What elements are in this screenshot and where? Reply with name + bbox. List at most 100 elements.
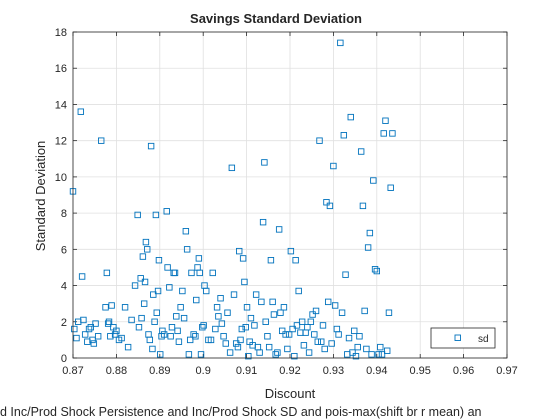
data-point xyxy=(377,343,384,351)
data-point xyxy=(371,266,379,273)
data-point xyxy=(77,108,85,115)
data-point xyxy=(159,327,166,335)
data-point xyxy=(192,333,199,340)
plot-frame xyxy=(72,31,508,359)
data-point xyxy=(144,246,151,253)
data-point xyxy=(361,307,368,315)
data-point xyxy=(252,291,260,298)
data-point xyxy=(220,333,227,340)
data-point xyxy=(200,322,207,329)
data-point xyxy=(215,313,222,320)
data-point xyxy=(182,228,190,235)
data-point xyxy=(85,325,93,333)
data-point xyxy=(151,318,158,325)
data-point xyxy=(179,287,186,295)
data-points xyxy=(69,39,396,360)
data-point xyxy=(137,275,144,282)
data-point xyxy=(226,349,234,356)
data-point xyxy=(134,211,141,219)
data-point xyxy=(111,331,119,338)
data-point xyxy=(258,298,265,306)
data-point xyxy=(104,320,112,327)
data-point xyxy=(359,202,367,210)
data-point xyxy=(168,324,176,331)
data-point xyxy=(152,211,160,219)
legend: sd xyxy=(430,327,496,349)
data-point xyxy=(153,309,160,316)
data-point xyxy=(264,333,271,340)
data-point xyxy=(71,325,78,333)
data-point xyxy=(173,313,180,320)
data-point xyxy=(174,327,181,335)
data-point xyxy=(236,247,243,255)
data-point xyxy=(195,255,203,262)
data-point xyxy=(357,148,365,155)
data-point xyxy=(147,142,155,150)
data-point xyxy=(149,345,156,353)
data-point xyxy=(155,257,163,264)
data-point xyxy=(293,322,301,329)
x-axis-ticks: 0.87 0.88 0.89 0.9 0.91 0.92 0.93 0.94 0.95 0.96 0… xyxy=(62,32,518,377)
data-point xyxy=(269,298,276,306)
data-point xyxy=(370,177,377,184)
data-point xyxy=(316,137,323,144)
data-point xyxy=(180,314,188,322)
data-point xyxy=(261,159,268,166)
data-point xyxy=(368,351,375,358)
data-point xyxy=(289,325,296,333)
data-point xyxy=(282,331,289,338)
data-point xyxy=(238,325,246,333)
data-point xyxy=(305,349,313,356)
data-point xyxy=(103,269,111,277)
data-point xyxy=(113,327,120,335)
data-point xyxy=(351,327,358,335)
data-point xyxy=(284,345,291,353)
data-point xyxy=(321,345,328,353)
data-point xyxy=(213,304,221,311)
data-point xyxy=(295,287,302,295)
data-point xyxy=(354,343,361,351)
y-tick-label: 6 xyxy=(61,244,67,256)
data-point xyxy=(373,267,380,275)
data-point xyxy=(247,314,255,322)
data-point xyxy=(154,287,162,295)
data-point xyxy=(375,351,382,358)
caption-text: d Inc/Prod Shock Persistence and Inc/Pro… xyxy=(0,405,482,419)
y-axis-label: Standard Deviation xyxy=(33,141,48,252)
data-point xyxy=(142,238,150,246)
data-point xyxy=(280,304,288,311)
data-point xyxy=(157,351,164,358)
data-point xyxy=(337,39,344,47)
data-point xyxy=(323,199,330,206)
x-tick-label: 0.97 xyxy=(496,365,517,377)
data-point xyxy=(212,325,219,333)
data-point xyxy=(384,347,391,354)
legend-marker xyxy=(454,334,461,341)
data-point xyxy=(146,336,154,344)
data-point xyxy=(292,257,299,264)
data-point xyxy=(366,229,374,237)
data-point xyxy=(256,349,263,356)
data-point xyxy=(312,307,320,315)
data-point xyxy=(217,295,224,302)
data-point xyxy=(163,208,170,215)
y-tick-label: 2 xyxy=(61,317,67,329)
data-point xyxy=(141,278,149,286)
data-point xyxy=(330,162,337,170)
data-point xyxy=(89,336,96,344)
x-tick-label: 0.91 xyxy=(236,365,257,377)
data-point xyxy=(304,324,311,331)
data-point xyxy=(193,296,200,304)
data-point xyxy=(207,336,215,344)
data-point xyxy=(262,318,269,325)
data-point xyxy=(387,184,394,191)
data-point xyxy=(107,333,114,340)
data-point xyxy=(272,351,279,358)
data-point xyxy=(197,351,205,358)
data-point xyxy=(300,342,308,349)
data-point xyxy=(222,340,229,347)
data-point xyxy=(167,333,174,340)
legend-label: sd xyxy=(478,334,489,345)
data-point xyxy=(356,333,363,340)
